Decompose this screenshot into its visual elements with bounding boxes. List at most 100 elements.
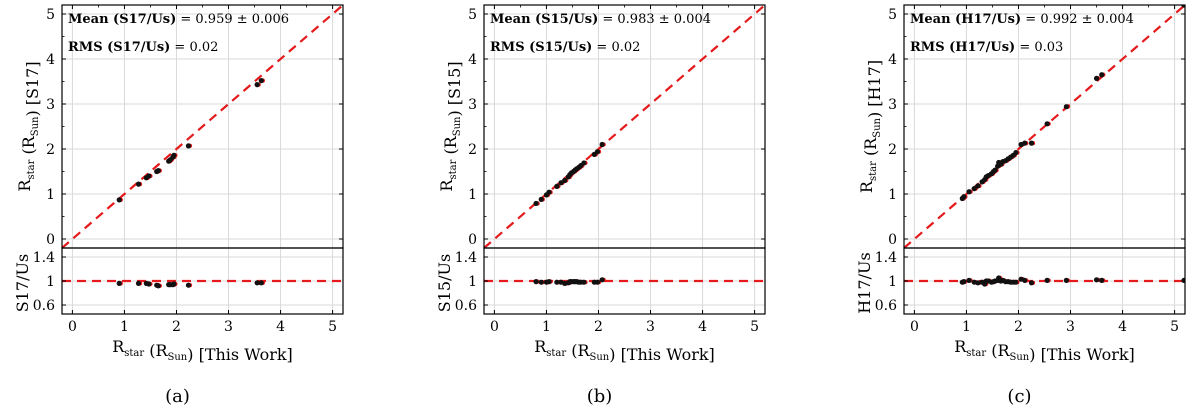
x-tick-label: 5	[750, 319, 759, 335]
annotation-value: = 0.983 ± 0.004	[598, 12, 711, 27]
data-point	[581, 160, 587, 166]
ratio-point	[1022, 277, 1028, 283]
y-tick-label: 2	[46, 142, 55, 158]
data-point	[992, 167, 998, 173]
data-point	[533, 200, 539, 207]
ratio-y-axis-label: S17/Us	[13, 254, 32, 312]
annotation-bold: RMS (S15/Us)	[490, 40, 592, 55]
data-point	[1028, 140, 1035, 146]
y-tick-label: 4	[888, 52, 897, 68]
x-tick-label: 2	[172, 319, 181, 335]
x-tick-label: 3	[224, 319, 233, 335]
data-point	[538, 196, 544, 202]
main-grid	[484, 5, 765, 248]
one-to-one-line	[904, 5, 1185, 248]
y-tick-label: 0	[468, 232, 477, 248]
x-tick-label: 5	[328, 319, 337, 335]
annotation-value: = 0.02	[170, 40, 218, 55]
ratio-y-tick-label: 0.6	[33, 298, 55, 314]
x-tick-label: 2	[594, 319, 603, 335]
ratio-y-tick-label: 1	[468, 274, 477, 290]
y-tick-label: 3	[888, 97, 897, 113]
annotation-rms: RMS (S17/Us) = 0.02	[68, 40, 218, 55]
x-tick-label: 1	[120, 319, 129, 335]
panel-s17: 0 1 2 3 4 5 Rstar (RSun) [S17] Mean (S17/Us) = …	[13, 4, 344, 407]
annotation-value: = 0.02	[592, 40, 640, 55]
y-tick-label: 2	[888, 142, 897, 158]
y-tick-label: 1	[888, 187, 897, 203]
ratio-point	[1044, 277, 1050, 283]
data-point	[155, 168, 161, 174]
y-tick-label: 5	[468, 7, 477, 23]
data-point	[971, 186, 977, 192]
data-point	[1093, 75, 1100, 81]
data-point	[146, 173, 152, 179]
panel-s15: 0 1 2 3 4 5 Rstar (RSun) [S15] Mean (S15/Us) = …	[435, 4, 766, 407]
y-tick-label: 5	[46, 7, 55, 23]
data-point	[594, 149, 601, 155]
data-point	[599, 141, 605, 148]
ratio-y-tick-label: 1.4	[875, 250, 897, 266]
main-y-axis-label: Rstar (RSun) [S17]	[15, 61, 42, 191]
y-tick-label: 1	[46, 187, 55, 203]
ratio-point	[599, 277, 605, 283]
ratio-point	[171, 281, 177, 287]
data-point	[975, 183, 981, 189]
data-point	[966, 189, 972, 195]
ratio-point	[116, 280, 122, 286]
data-point	[1044, 121, 1050, 127]
x-tick-label: 1	[962, 319, 971, 335]
x-tick-label: 1	[542, 319, 551, 335]
ratio-y-axis-label: H17/Us	[855, 252, 874, 313]
ratio-point	[146, 281, 152, 287]
data-point	[554, 183, 560, 189]
x-tick-label: 0	[910, 319, 919, 335]
y-tick-label: 4	[468, 52, 477, 68]
main-y-axis-label: Rstar (RSun) [H17]	[857, 60, 884, 193]
ratio-point	[581, 279, 587, 285]
one-to-one-line	[484, 5, 765, 248]
ratio-y-tick-label: 1	[888, 274, 897, 290]
y-tick-label: 0	[888, 232, 897, 248]
ratio-point	[258, 280, 264, 286]
ratio-point	[554, 279, 560, 285]
ratio-point	[538, 279, 544, 285]
data-point	[961, 194, 967, 200]
main-grid	[62, 5, 343, 248]
panel-caption: (c)	[1007, 386, 1031, 407]
annotation-value: = 0.03	[1015, 40, 1063, 55]
data-point	[135, 181, 142, 187]
ratio-y-tick-label: 1.4	[33, 250, 55, 266]
y-tick-label: 3	[46, 97, 55, 113]
data-point	[1099, 72, 1105, 78]
data-point	[1181, 5, 1185, 8]
annotation-mean: Mean (S17/Us) = 0.959 ± 0.006	[68, 12, 289, 27]
panel-caption: (b)	[587, 386, 613, 407]
annotation-bold: RMS (H17/Us)	[910, 40, 1015, 55]
x-tick-label: 4	[276, 319, 285, 335]
panel-caption: (a)	[165, 386, 190, 407]
ratio-point	[533, 279, 539, 285]
annotation-rms: RMS (S15/Us) = 0.02	[490, 40, 640, 55]
ratio-point	[1093, 277, 1100, 283]
ratio-grid	[62, 248, 343, 314]
x-tick-label: 2	[1014, 319, 1023, 335]
ratio-y-tick-label: 0.6	[875, 298, 897, 314]
x-tick-label: 3	[1066, 319, 1075, 335]
ratio-y-tick-label: 1	[46, 274, 55, 290]
ratio-y-axis-label: S15/Us	[435, 254, 454, 312]
x-tick-label: 4	[1118, 319, 1127, 335]
x-axis-label: Rstar (RSun) [This Work]	[954, 337, 1135, 364]
annotation-rms: RMS (H17/Us) = 0.03	[910, 40, 1063, 55]
data-point	[1022, 140, 1028, 146]
main-grid	[904, 5, 1185, 248]
ratio-point	[135, 280, 142, 286]
annotation-bold: Mean (S17/Us)	[68, 12, 176, 27]
ratio-point	[254, 280, 260, 286]
data-point	[1013, 150, 1019, 156]
x-tick-label: 5	[1170, 319, 1179, 335]
annotation-value: = 0.992 ± 0.004	[1021, 12, 1134, 27]
annotation-mean: Mean (H17/Us) = 0.992 ± 0.004	[910, 12, 1134, 27]
ratio-y-tick-label: 0.6	[455, 298, 477, 314]
